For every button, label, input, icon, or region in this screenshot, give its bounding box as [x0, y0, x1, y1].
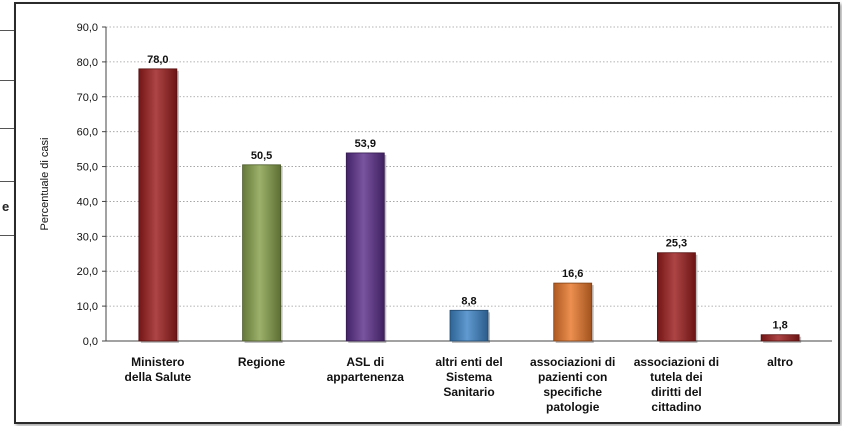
- y-tick-label: 10,0: [77, 301, 98, 313]
- axes: [102, 26, 832, 342]
- y-axis-title: Percentuale di casi: [39, 138, 51, 231]
- bar: [760, 334, 800, 342]
- category-labels: Ministero della Salute Regione ASL di appart…: [125, 355, 794, 414]
- y-tick-label: 30,0: [77, 231, 98, 243]
- bar: [345, 152, 385, 342]
- data-label: 78,0: [147, 54, 168, 66]
- bar: [449, 309, 489, 342]
- sheet-line: [0, 80, 14, 81]
- data-label: 53,9: [355, 138, 376, 150]
- data-label: 25,3: [666, 238, 687, 250]
- bar: [657, 252, 696, 342]
- category-label: associazioni di pazienti con specifiche pat…: [530, 355, 615, 414]
- category-label: altro: [767, 355, 793, 369]
- category-label: Ministero della Salute: [125, 355, 192, 384]
- sheet-line: [0, 235, 14, 236]
- bar: [138, 68, 178, 342]
- bar: [553, 282, 593, 342]
- category-label: associazioni di tutela dei diritti del citt…: [634, 355, 719, 414]
- y-tick-label: 50,0: [77, 162, 98, 174]
- data-label: 8,8: [461, 295, 476, 307]
- sheet-fragment-text: e: [2, 199, 10, 214]
- bar: [242, 164, 281, 342]
- category-label: altri enti del Sistema Sanitario: [435, 355, 502, 399]
- data-label: 50,5: [251, 150, 272, 162]
- y-tick-labels: 0,0 10,0 20,0 30,0 40,0 50,0 60,0 70,0 80,0 90,0: [77, 22, 98, 348]
- data-label: 1,8: [772, 320, 787, 332]
- gridlines: [106, 26, 832, 307]
- y-tick-label: 60,0: [77, 127, 98, 139]
- y-tick-label: 70,0: [77, 92, 98, 104]
- sheet-line: [0, 30, 14, 31]
- bars: [138, 68, 802, 343]
- y-tick-label: 90,0: [77, 22, 98, 34]
- y-tick-label: 80,0: [77, 57, 98, 69]
- data-label: 16,6: [562, 268, 583, 280]
- data-labels: 78,0 50,5 53,9 8,8 16,6 25,3 1,8: [147, 54, 788, 332]
- sheet-line: [0, 128, 14, 129]
- category-label: Regione: [238, 355, 286, 369]
- category-label: ASL di appartenenza: [327, 355, 405, 384]
- y-tick-label: 20,0: [77, 266, 98, 278]
- y-tick-label: 0,0: [83, 336, 98, 348]
- sheet-line: [0, 181, 14, 182]
- y-tick-label: 40,0: [77, 196, 98, 208]
